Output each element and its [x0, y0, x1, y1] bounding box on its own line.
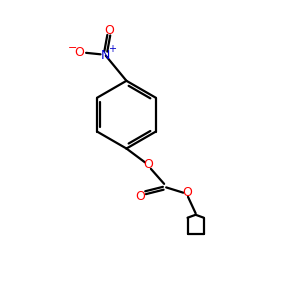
Text: O: O	[182, 186, 192, 199]
Text: +: +	[108, 44, 116, 54]
Text: O: O	[74, 46, 84, 59]
Text: O: O	[144, 158, 154, 171]
Text: −: −	[68, 43, 77, 52]
Text: N: N	[101, 49, 110, 62]
Text: O: O	[135, 190, 145, 203]
Text: O: O	[104, 24, 114, 37]
